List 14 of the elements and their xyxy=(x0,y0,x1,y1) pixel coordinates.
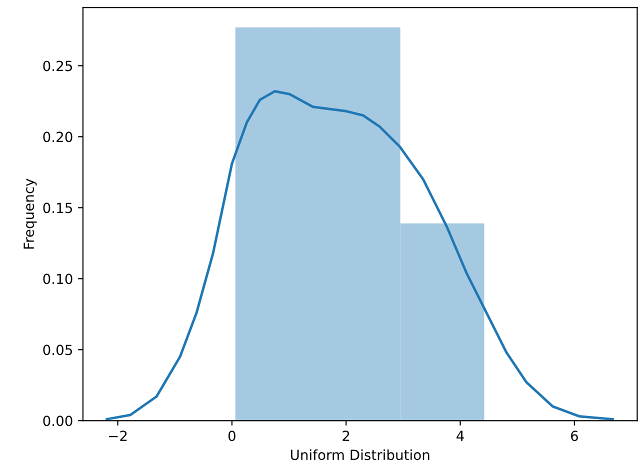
y-tick-label: 0.20 xyxy=(43,132,72,142)
y-tick-label: 0.00 xyxy=(43,416,72,426)
y-tick-label: 0.15 xyxy=(43,202,72,214)
x-tick-label: 2 xyxy=(342,430,350,441)
x-axis-title: Uniform Distribution xyxy=(290,449,430,460)
y-axis-title: Frequency xyxy=(24,178,37,249)
x-tick-label: 0 xyxy=(228,430,236,442)
x-tick-label: 6 xyxy=(570,430,578,442)
x-tick-label: 4 xyxy=(456,430,464,441)
y-tick-label: 0.05 xyxy=(43,344,72,356)
line-series xyxy=(106,90,614,420)
y-tick-label: 0.10 xyxy=(43,274,72,284)
x-tick-label: −2 xyxy=(109,430,127,441)
y-tick-label: 0.25 xyxy=(43,60,72,72)
